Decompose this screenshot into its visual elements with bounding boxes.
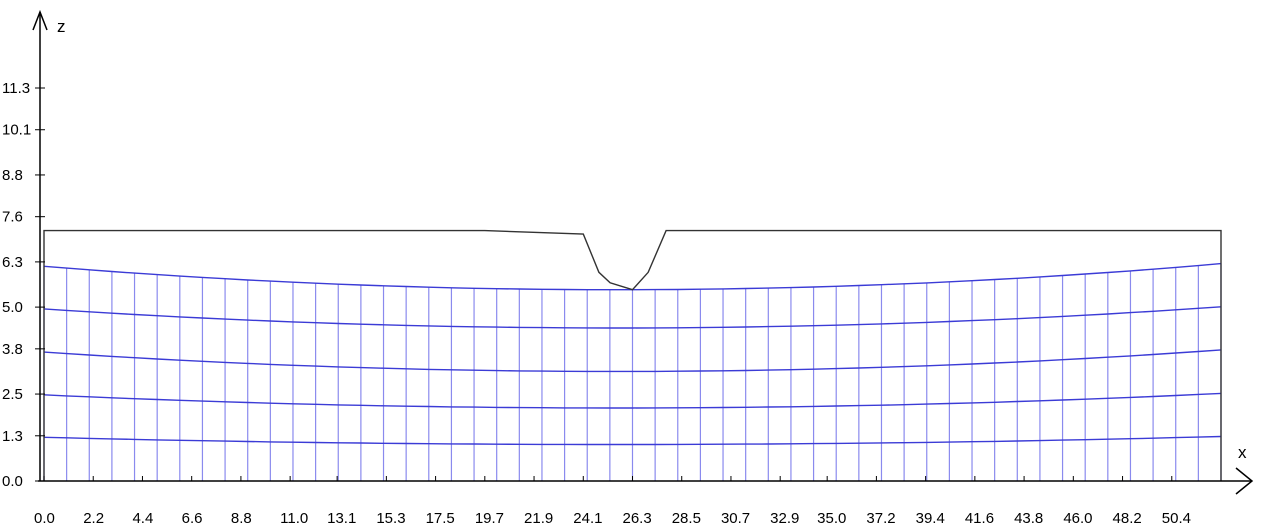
surface-outline-line bbox=[43, 229, 1222, 481]
axes: x z bbox=[32, 9, 1254, 495]
x-tick-label: 21.9 bbox=[524, 510, 553, 527]
x-tick-label: 0.0 bbox=[34, 510, 55, 527]
y-tick-label: 5.0 bbox=[2, 299, 23, 316]
x-tick-label: 4.4 bbox=[132, 510, 153, 527]
mesh-layer-line bbox=[43, 349, 1222, 373]
y-tick-label: 8.8 bbox=[2, 167, 23, 184]
ticks: 0.0 2.2 4.4 6.6 8.8 11.0 13.1 15.3 17.5 19.7 21.9 2… bbox=[2, 80, 1191, 527]
x-tick-label: 32.9 bbox=[770, 510, 799, 527]
x-tick-label: 41.6 bbox=[965, 510, 994, 527]
y-axis-arrow-icon bbox=[32, 9, 48, 31]
mesh bbox=[43, 262, 1222, 481]
x-tick-label: 28.5 bbox=[672, 510, 701, 527]
y-tick-label: 6.3 bbox=[2, 254, 23, 271]
y-axis-label: z bbox=[57, 17, 66, 36]
mesh-layer-line bbox=[43, 262, 1222, 291]
mesh-layer-line bbox=[43, 392, 1222, 409]
y-tick-label: 0.0 bbox=[2, 473, 23, 490]
x-tick-label: 46.0 bbox=[1063, 510, 1092, 527]
x-tick-label: 24.1 bbox=[573, 510, 602, 527]
surface-outline bbox=[43, 229, 1222, 481]
x-axis-arrow-icon bbox=[1235, 467, 1254, 495]
mesh-layer-line bbox=[43, 306, 1222, 329]
x-tick-label: 2.2 bbox=[83, 510, 104, 527]
x-tick-label: 26.3 bbox=[623, 510, 652, 527]
y-tick-label: 3.8 bbox=[2, 341, 23, 358]
x-tick-label: 11.0 bbox=[280, 510, 308, 527]
x-tick-label: 35.0 bbox=[817, 510, 846, 527]
x-tick-label: 39.4 bbox=[916, 510, 945, 527]
x-tick-label: 50.4 bbox=[1162, 510, 1191, 527]
x-tick-label: 19.7 bbox=[475, 510, 504, 527]
mesh-layer-line bbox=[43, 435, 1222, 446]
x-tick-label: 8.8 bbox=[231, 510, 252, 527]
x-tick-label: 37.2 bbox=[866, 510, 895, 527]
x-tick-label: 6.6 bbox=[182, 510, 203, 527]
x-tick-label: 30.7 bbox=[721, 510, 750, 527]
y-tick-label: 11.3 bbox=[2, 80, 30, 97]
x-tick-label: 15.3 bbox=[376, 510, 405, 527]
y-tick-label: 1.3 bbox=[2, 428, 23, 445]
x-tick-label: 43.8 bbox=[1014, 510, 1043, 527]
x-axis-label: x bbox=[1238, 443, 1247, 462]
y-tick-label: 10.1 bbox=[2, 122, 31, 139]
x-tick-label: 17.5 bbox=[426, 510, 455, 527]
y-tick-label: 7.6 bbox=[2, 209, 23, 226]
x-tick-label: 48.2 bbox=[1113, 510, 1142, 527]
y-tick-label: 2.5 bbox=[2, 386, 23, 403]
x-tick-label: 13.1 bbox=[327, 510, 356, 527]
